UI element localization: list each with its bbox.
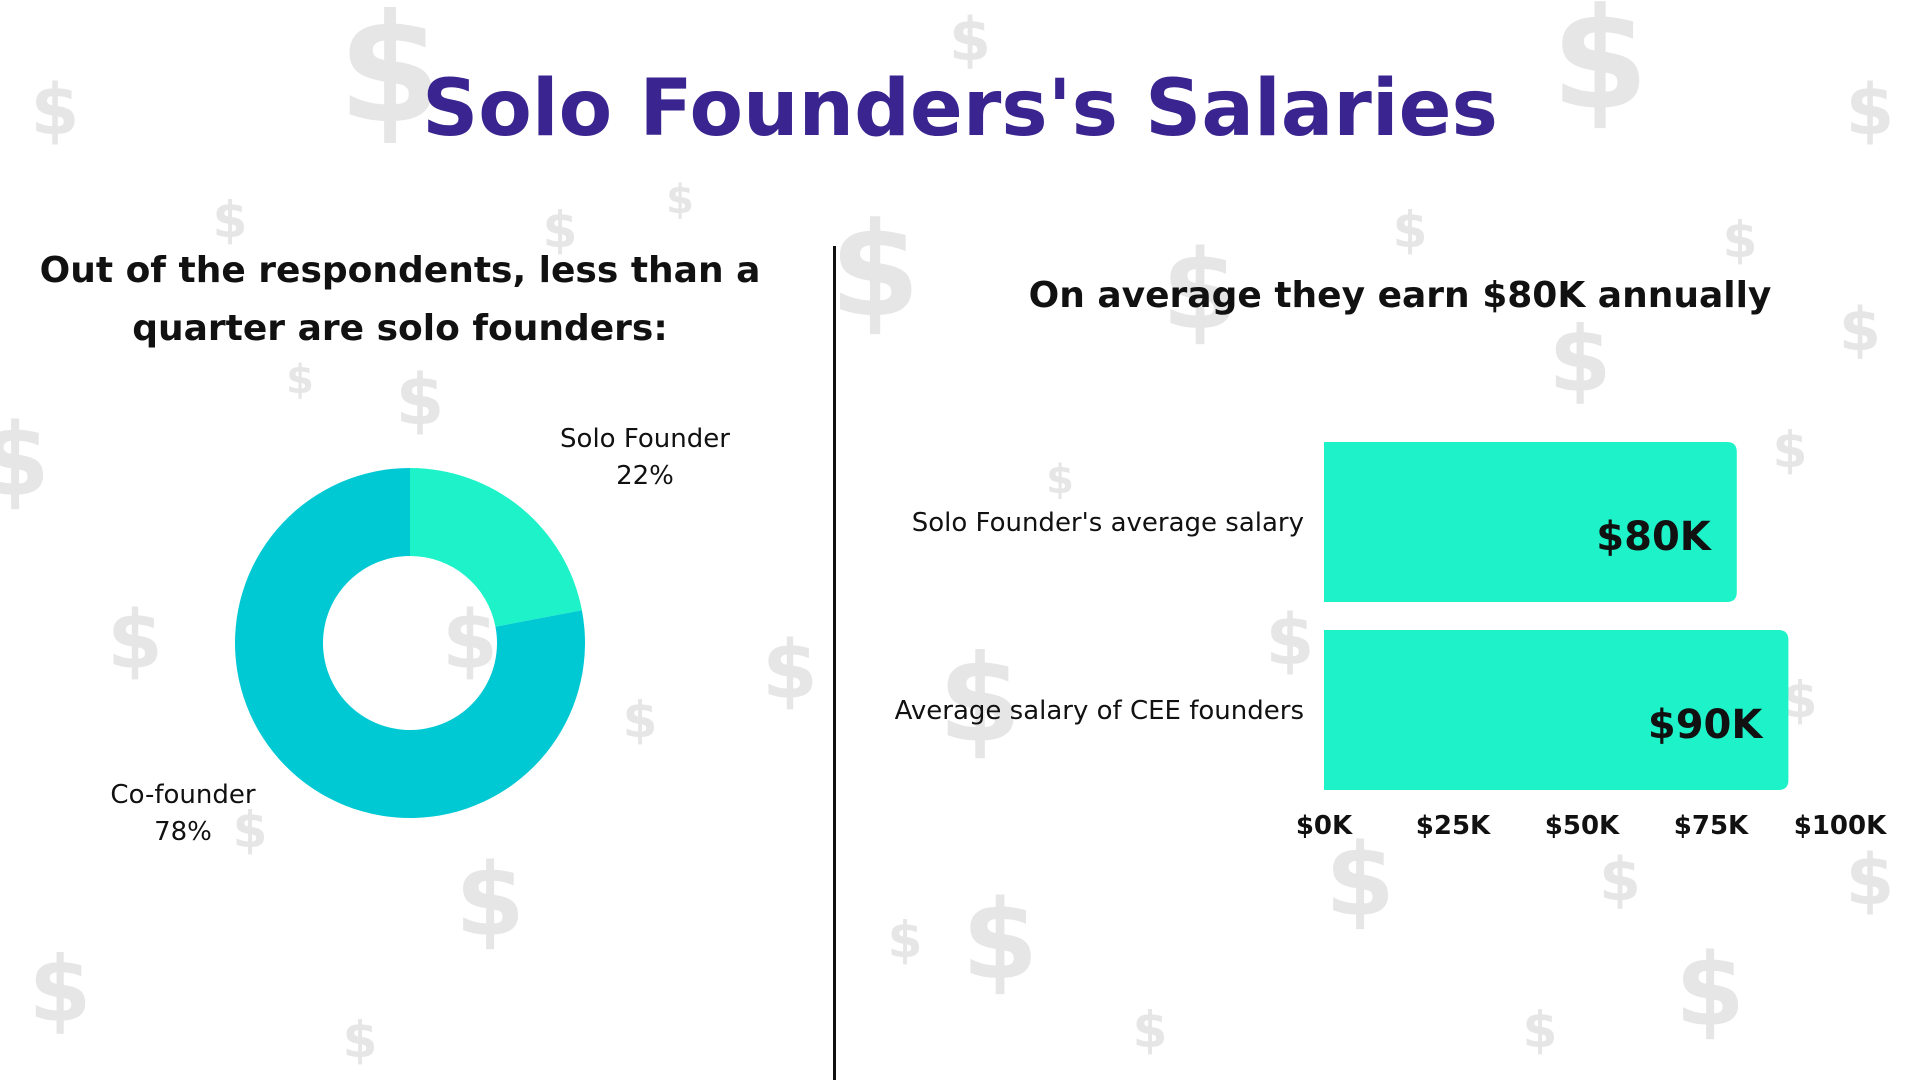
- page-title: Solo Founders's Salaries: [422, 64, 1498, 154]
- dollar-sign-icon: $: [1839, 295, 1881, 365]
- bar-data-label: $80K: [1596, 514, 1712, 560]
- dollar-sign-icon: $: [1723, 211, 1758, 269]
- dollar-sign-icon: $: [762, 624, 818, 717]
- dollar-sign-icon: $: [1846, 69, 1895, 151]
- x-axis-tick-label: $25K: [1416, 811, 1491, 841]
- left-panel-subtitle: Out of the respondents, less than a quar…: [39, 250, 761, 349]
- dollar-sign-icon: $: [338, 0, 442, 157]
- dollar-sign-icon: $: [1599, 845, 1641, 915]
- dollar-sign-icon: $: [396, 359, 445, 441]
- dollar-sign-icon: $: [1783, 671, 1818, 729]
- dollar-sign-icon: $: [286, 357, 314, 403]
- donut-slice-label: Solo Founder: [560, 424, 730, 454]
- dollar-sign-icon: $: [543, 201, 578, 259]
- dollar-sign-icon: $: [107, 594, 163, 687]
- dollar-sign-icon: $: [1133, 1001, 1168, 1059]
- dollar-sign-icon: $: [442, 594, 498, 687]
- dollar-sign-icon: $: [949, 5, 991, 75]
- dollar-sign-icon: $: [623, 691, 658, 749]
- donut-slice-solo-founder: [410, 468, 582, 627]
- dollar-sign-icon: $: [1846, 839, 1895, 921]
- bar-category-label: Solo Founder's average salary: [912, 508, 1304, 538]
- dollar-sign-icon: $: [0, 402, 50, 519]
- dollar-sign-icon: $: [666, 177, 694, 223]
- dollar-sign-icon: $: [830, 194, 920, 346]
- dollar-sign-icon: $: [1549, 308, 1612, 413]
- bar-category-label: Average salary of CEE founders: [895, 696, 1304, 726]
- dollar-sign-icon: $: [31, 69, 80, 151]
- dollar-sign-icon: $: [233, 801, 268, 859]
- dollar-sign-icon: $: [888, 911, 923, 969]
- x-axis-tick-label: $0K: [1296, 811, 1353, 841]
- dollar-sign-icon: $: [1675, 932, 1745, 1049]
- dollar-sign-icon: $: [1523, 1001, 1558, 1059]
- salary-bar: [1324, 442, 1737, 602]
- dollar-sign-icon: $: [1773, 421, 1808, 479]
- dollar-sign-icon: $: [962, 876, 1039, 1004]
- founder-type-donut-chart: Solo Founder 22% Co-founder 78%: [110, 424, 730, 847]
- dollar-sign-icon: $: [1393, 201, 1428, 259]
- dollar-sign-icon: $: [213, 191, 248, 249]
- dollar-sign-icon: $: [1162, 226, 1239, 354]
- right-panel-subtitle: On average they earn $80K annually: [1028, 275, 1772, 316]
- dollar-sign-icon: $: [938, 631, 1022, 770]
- bar-data-label: $90K: [1648, 702, 1764, 748]
- dollar-sign-icon: $: [1551, 0, 1648, 142]
- x-axis-tick-label: $75K: [1674, 811, 1749, 841]
- donut-slice-value-label: 78%: [154, 817, 212, 847]
- x-axis-tick-label: $50K: [1545, 811, 1620, 841]
- dollar-sign-icon: $: [1325, 822, 1395, 939]
- dollar-sign-icon: $: [1266, 599, 1315, 681]
- x-axis-tick-label: $100K: [1794, 811, 1887, 841]
- donut-slice-co-founder: [234, 468, 585, 818]
- panel-divider: [833, 246, 836, 1080]
- donut-slice-value-label: 22%: [616, 461, 674, 491]
- dollar-sign-icon: $: [343, 1011, 378, 1069]
- dollar-sign-icon: $: [1046, 457, 1074, 503]
- donut-slice-label: Co-founder: [110, 780, 255, 810]
- dollar-sign-icon: $: [29, 938, 92, 1043]
- salary-bar-chart: Solo Founder's average salary $80K Average…: [895, 442, 1887, 841]
- dollar-sign-icon: $: [455, 842, 525, 959]
- salary-bar: [1324, 630, 1789, 790]
